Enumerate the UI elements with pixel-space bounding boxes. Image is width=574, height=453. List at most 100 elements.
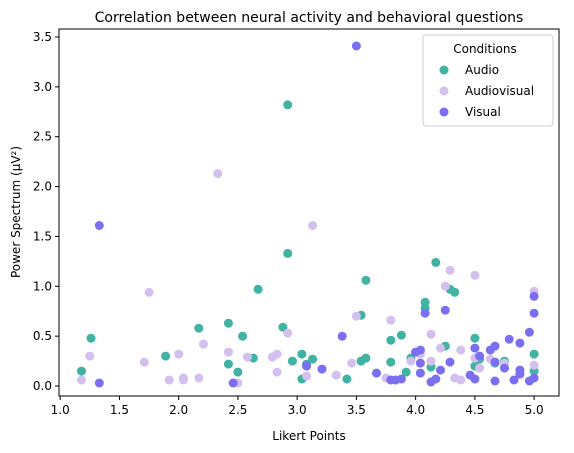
point-audiovisual-40 bbox=[529, 360, 539, 370]
point-visual-5 bbox=[337, 331, 347, 341]
point-audio-16 bbox=[308, 354, 318, 364]
point-visual-39 bbox=[475, 351, 485, 361]
point-audiovisual-32 bbox=[456, 345, 466, 355]
point-visual-29 bbox=[509, 375, 519, 385]
x-tick-label-0: 1.0 bbox=[51, 403, 70, 417]
legend-title: Conditions bbox=[453, 42, 517, 56]
point-audiovisual-7 bbox=[178, 375, 188, 385]
point-audio-31 bbox=[450, 287, 460, 297]
point-audiovisual-10 bbox=[213, 169, 223, 179]
legend: Conditions Audio Audiovisual Visual bbox=[422, 34, 554, 127]
point-audiovisual-19 bbox=[308, 221, 318, 230]
point-audio-22 bbox=[386, 335, 396, 345]
point-audiovisual-9 bbox=[199, 339, 208, 349]
point-audio-21 bbox=[361, 275, 371, 285]
point-audiovisual-4 bbox=[164, 375, 174, 385]
point-audio-14 bbox=[297, 349, 307, 359]
point-visual-28 bbox=[504, 334, 514, 344]
point-visual-20 bbox=[445, 357, 455, 367]
point-audio-25 bbox=[401, 367, 411, 377]
point-audiovisual-11 bbox=[223, 347, 233, 357]
point-visual-1 bbox=[94, 221, 104, 230]
point-audiovisual-22 bbox=[351, 311, 361, 321]
chart-title: Correlation between neural activity and … bbox=[95, 10, 524, 26]
point-audiovisual-8 bbox=[194, 373, 204, 383]
point-visual-7 bbox=[372, 368, 381, 378]
point-visual-26 bbox=[490, 376, 500, 386]
point-visual-2 bbox=[228, 378, 238, 388]
point-audiovisual-3 bbox=[144, 287, 154, 297]
point-audio-17 bbox=[342, 374, 352, 384]
point-audiovisual-26 bbox=[426, 329, 436, 339]
point-audio-10 bbox=[278, 322, 288, 332]
y-axis-label: Power Spectrum (µV²) bbox=[9, 146, 23, 278]
y-tick-label-5: 2.5 bbox=[33, 130, 52, 144]
point-visual-19 bbox=[440, 305, 450, 315]
legend-marker-audio bbox=[439, 65, 449, 75]
point-audiovisual-17 bbox=[283, 328, 293, 338]
legend-label-audio: Audio bbox=[465, 63, 499, 77]
point-audio-4 bbox=[223, 318, 233, 328]
point-audio-5 bbox=[223, 359, 233, 369]
legend-label-visual: Visual bbox=[465, 105, 501, 119]
points-layer bbox=[77, 41, 539, 388]
x-tick-label-7: 4.5 bbox=[465, 403, 484, 417]
point-visual-37 bbox=[490, 357, 500, 367]
y-tick-label-7: 3.5 bbox=[33, 30, 52, 44]
point-audiovisual-18 bbox=[302, 371, 312, 381]
point-visual-25 bbox=[490, 341, 500, 351]
legend-items: Audio Audiovisual Visual bbox=[439, 63, 534, 119]
legend-label-audiovisual: Audiovisual bbox=[465, 84, 534, 98]
y-tick-label-6: 3.0 bbox=[33, 80, 52, 94]
point-visual-31 bbox=[515, 338, 525, 348]
point-audiovisual-28 bbox=[436, 343, 445, 353]
x-tick-label-3: 2.5 bbox=[228, 403, 247, 417]
plot-frame bbox=[58, 28, 560, 397]
point-audio-6 bbox=[233, 367, 243, 377]
point-audiovisual-36 bbox=[475, 363, 485, 373]
point-visual-38 bbox=[515, 369, 525, 379]
x-tick-label-8: 5.0 bbox=[525, 403, 544, 417]
point-audiovisual-16 bbox=[272, 367, 282, 377]
point-audiovisual-0 bbox=[77, 375, 86, 385]
point-visual-6 bbox=[351, 41, 361, 51]
point-audiovisual-27 bbox=[426, 356, 436, 366]
point-visual-17 bbox=[431, 374, 441, 384]
point-audio-9 bbox=[253, 284, 263, 294]
point-audiovisual-35 bbox=[470, 270, 480, 280]
point-visual-23 bbox=[470, 374, 480, 384]
point-audiovisual-15 bbox=[272, 349, 282, 359]
point-audio-24 bbox=[396, 330, 406, 340]
point-audio-29 bbox=[431, 257, 441, 267]
point-audio-0 bbox=[77, 366, 86, 376]
point-audio-13 bbox=[287, 356, 297, 366]
point-audiovisual-1 bbox=[85, 351, 95, 361]
point-visual-14 bbox=[415, 368, 425, 378]
point-visual-3 bbox=[302, 361, 312, 371]
legend-marker-visual bbox=[439, 107, 449, 117]
y-tick-label-3: 1.5 bbox=[33, 229, 52, 243]
x-tick-label-5: 3.5 bbox=[347, 403, 366, 417]
point-audiovisual-33 bbox=[456, 375, 466, 385]
x-tick-label-1: 1.5 bbox=[110, 403, 129, 417]
x-tick-label-4: 3.0 bbox=[288, 403, 307, 417]
point-visual-4 bbox=[317, 364, 327, 374]
point-audio-3 bbox=[194, 323, 204, 333]
point-visual-34 bbox=[529, 291, 539, 301]
point-audio-11 bbox=[283, 248, 293, 258]
point-audio-2 bbox=[161, 351, 171, 361]
point-visual-22 bbox=[470, 343, 480, 353]
x-tick-label-6: 4.0 bbox=[406, 403, 425, 417]
point-audio-23 bbox=[386, 357, 396, 367]
y-tick-label-1: 0.5 bbox=[33, 329, 52, 343]
y-tick-label-2: 1.0 bbox=[33, 279, 52, 293]
x-axis-label: Likert Points bbox=[272, 429, 345, 443]
point-audio-38 bbox=[529, 349, 539, 359]
point-audiovisual-5 bbox=[174, 349, 184, 359]
point-visual-32 bbox=[524, 327, 534, 337]
y-tick-label-0: 0.0 bbox=[33, 379, 52, 393]
point-visual-27 bbox=[500, 363, 509, 373]
x-tick-label-2: 2.0 bbox=[169, 403, 188, 417]
point-visual-13 bbox=[415, 358, 425, 368]
